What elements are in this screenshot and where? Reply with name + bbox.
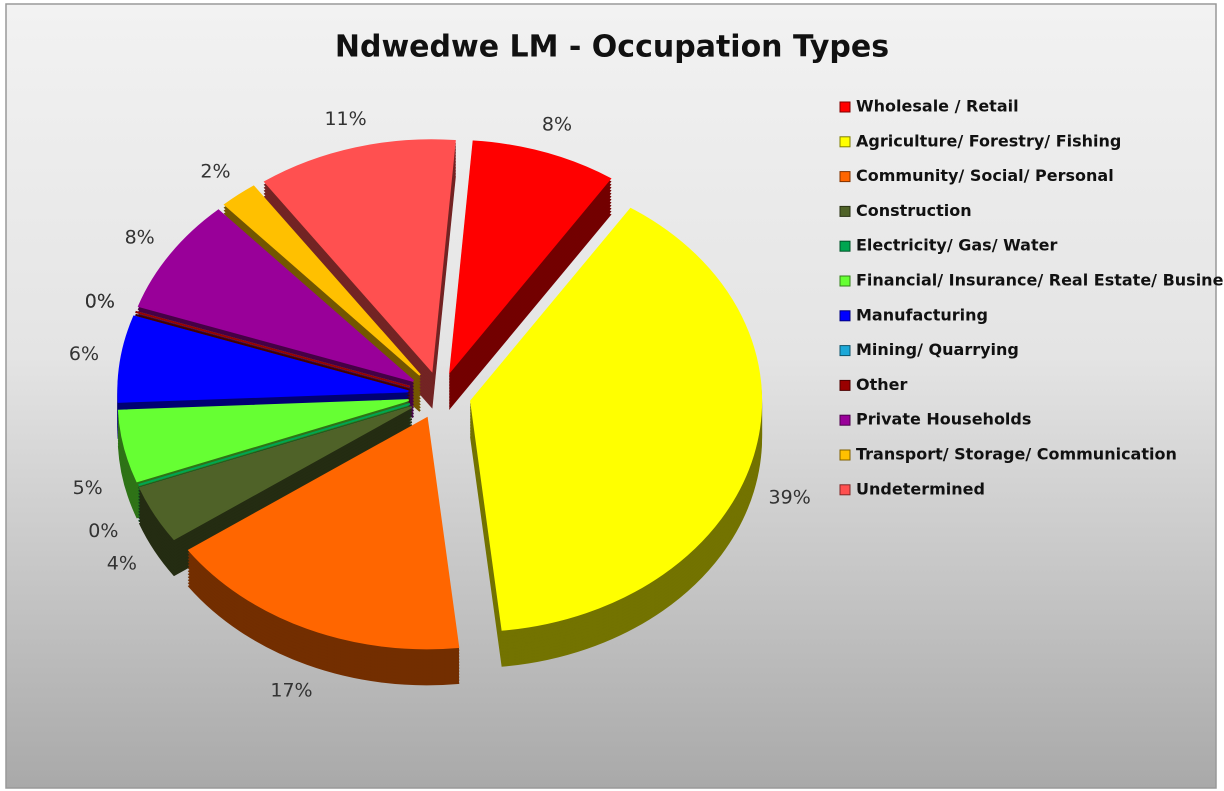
legend-swatch xyxy=(839,484,851,496)
data-label: 17% xyxy=(270,680,312,702)
legend-swatch xyxy=(839,240,851,252)
legend-label: Community/ Social/ Personal xyxy=(856,166,1114,185)
legend-label: Private Households xyxy=(856,410,1031,429)
legend-swatch xyxy=(839,414,851,426)
data-label: 0% xyxy=(88,520,118,542)
data-label: 4% xyxy=(107,553,137,575)
slice xyxy=(117,399,409,483)
legend-label: Construction xyxy=(856,201,972,220)
legend-label: Agriculture/ Forestry/ Fishing xyxy=(856,131,1121,150)
slice xyxy=(137,209,414,382)
legend-swatch xyxy=(839,379,851,391)
legend-swatch xyxy=(839,345,851,357)
legend-label: Electricity/ Gas/ Water xyxy=(856,236,1057,255)
slice xyxy=(138,405,413,541)
data-label: 2% xyxy=(200,160,230,182)
slice xyxy=(470,207,763,631)
slice xyxy=(117,315,409,403)
data-label: 0% xyxy=(85,291,115,313)
slice xyxy=(223,185,421,376)
legend-swatch xyxy=(839,275,851,287)
slice xyxy=(449,140,612,374)
legend-label: Manufacturing xyxy=(856,305,988,324)
legend-label: Other xyxy=(856,375,907,394)
legend-swatch xyxy=(839,171,851,183)
data-label: 39% xyxy=(769,487,811,509)
legend-swatch xyxy=(839,310,851,322)
legend-swatch xyxy=(839,449,851,461)
slice xyxy=(263,139,456,373)
legend-label: Undetermined xyxy=(856,479,985,498)
data-label: 0% xyxy=(85,291,115,313)
legend-label: Transport/ Storage/ Communication xyxy=(856,445,1177,464)
legend-label: Mining/ Quarrying xyxy=(856,340,1019,359)
data-label: 8% xyxy=(125,226,155,248)
data-label: 5% xyxy=(73,477,103,499)
legend-label: Financial/ Insurance/ Real Estate/ Busin… xyxy=(856,271,1224,290)
legend-swatch xyxy=(839,101,851,113)
data-label: 6% xyxy=(69,343,99,365)
chart-title: Ndwedwe LM - Occupation Types xyxy=(335,30,889,65)
data-label: 8% xyxy=(542,114,572,136)
data-label: 11% xyxy=(324,108,366,130)
slice xyxy=(187,416,460,650)
legend-swatch xyxy=(839,205,851,217)
legend-swatch xyxy=(839,136,851,148)
legend-label: Wholesale / Retail xyxy=(856,97,1019,116)
